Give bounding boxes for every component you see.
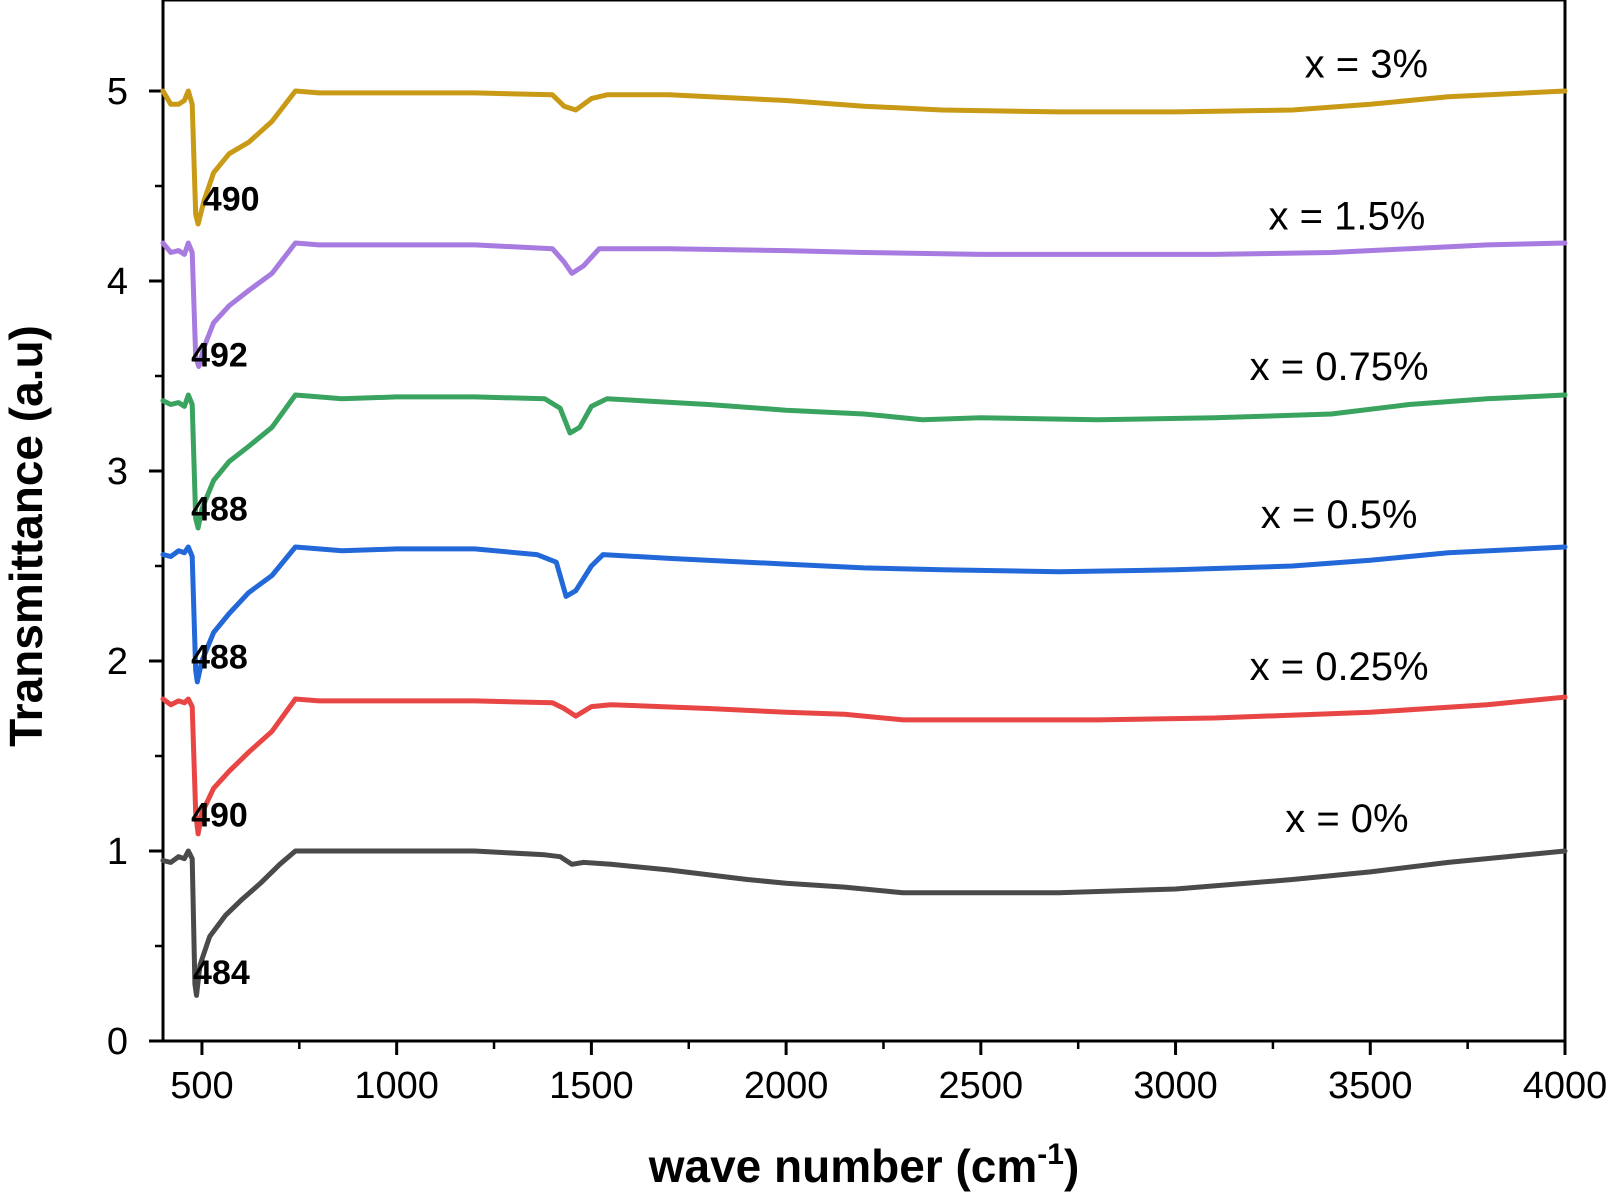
peak-label: 490: [191, 796, 248, 834]
x-tick-label: 500: [170, 1065, 233, 1107]
series-name-label: x = 0.25%: [1250, 645, 1429, 689]
series-labels: x = 0% 484 x = 0.25% 490 x = 0.5% 488 x = 0.75…: [191, 43, 1429, 992]
x-tick-label: 1000: [354, 1065, 439, 1107]
series-lines: [160, 88, 1568, 998]
series-line: [160, 392, 1568, 531]
x-tick-label: 3000: [1133, 1065, 1218, 1107]
peak-label: 488: [191, 639, 248, 677]
x-axis-title-superscript: -1: [1037, 1138, 1064, 1171]
y-tick-label: 0: [107, 1021, 128, 1063]
series-line: [160, 848, 1568, 998]
series-line: [160, 694, 1568, 837]
series-name-label: x = 3%: [1305, 43, 1428, 87]
x-tick-label: 2000: [744, 1065, 829, 1107]
x-axis-ticks: 500 1000 1500 2000 2500 3000 3500 4000: [170, 1041, 1607, 1107]
peak-label: 492: [191, 337, 248, 375]
peak-label: 490: [203, 181, 260, 219]
peak-label: 484: [193, 954, 250, 992]
x-tick-label: 3500: [1328, 1065, 1413, 1107]
peak-label: 488: [191, 490, 248, 528]
y-tick-label: 1: [107, 831, 128, 873]
x-axis-title: wave number (cm-1): [648, 1138, 1080, 1192]
series-name-label: x = 1.5%: [1269, 195, 1426, 239]
y-axis-title: Transmittance (a.u): [0, 325, 52, 747]
series-name-label: x = 0.75%: [1250, 345, 1429, 389]
x-tick-label: 4000: [1523, 1065, 1608, 1107]
plot-frame: [161, 0, 1567, 1043]
series-line: [160, 88, 1568, 227]
y-tick-label: 4: [107, 261, 128, 303]
y-axis-ticks: 0 1 2 3 4 5: [107, 71, 163, 1063]
x-tick-label: 1500: [549, 1065, 634, 1107]
series-name-label: x = 0.5%: [1261, 493, 1418, 537]
y-tick-label: 2: [107, 641, 128, 683]
y-tick-label: 5: [107, 71, 128, 113]
series-line: [160, 544, 1568, 685]
x-tick-label: 2500: [939, 1065, 1024, 1107]
x-axis-title-tail: ): [1064, 1140, 1079, 1192]
series-line: [160, 240, 1568, 369]
y-tick-label: 3: [107, 451, 128, 493]
series-name-label: x = 0%: [1285, 797, 1408, 841]
